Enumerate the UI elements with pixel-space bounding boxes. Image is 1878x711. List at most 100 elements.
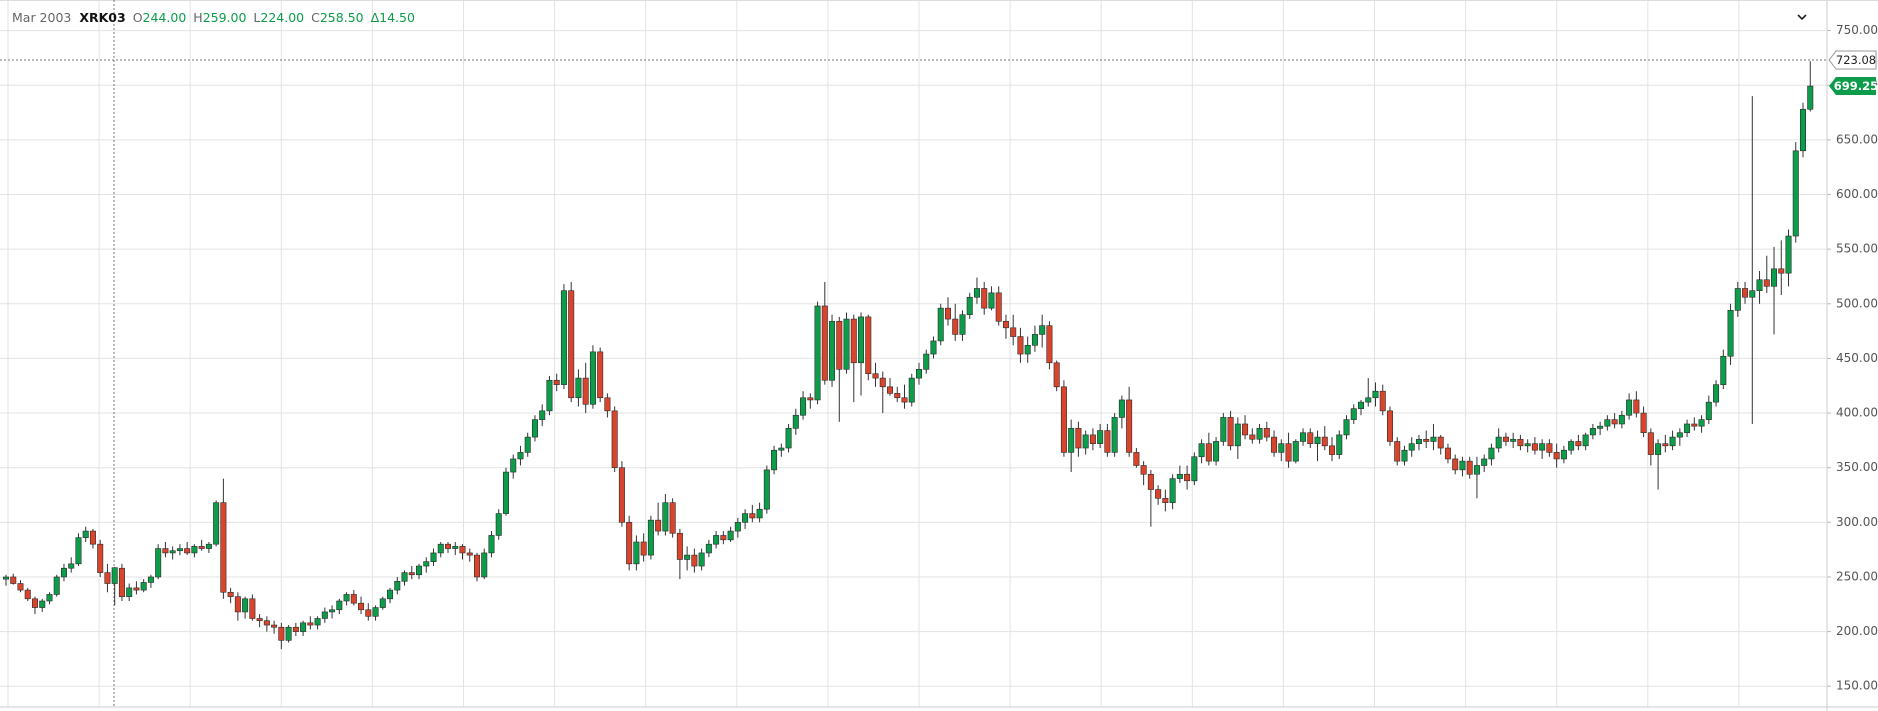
candle-body	[1097, 430, 1104, 444]
candle-body	[1495, 436, 1502, 449]
candle-body	[1756, 279, 1763, 291]
candle-body	[198, 546, 205, 549]
candle-body	[1205, 443, 1212, 462]
candle-body	[89, 530, 96, 545]
candle-body	[466, 552, 473, 556]
candle-body	[771, 449, 778, 471]
candle-body	[952, 318, 959, 335]
candle-body	[1372, 390, 1379, 399]
candle-body	[655, 519, 662, 532]
y-tick-label: 350.00	[1836, 460, 1878, 474]
candle-body	[1517, 438, 1524, 447]
candle-body	[1292, 441, 1299, 462]
candle-body	[1437, 436, 1444, 449]
candle-body	[879, 377, 886, 388]
y-tick-label: 600.00	[1836, 187, 1878, 201]
candle-body	[510, 458, 517, 473]
candle-body	[937, 307, 944, 342]
candle-body	[430, 552, 437, 562]
candle-body	[1133, 452, 1140, 466]
candle-body	[1691, 423, 1698, 427]
candle-body	[191, 546, 198, 554]
candle-body	[1655, 443, 1662, 455]
candle-body	[1684, 423, 1691, 434]
crosshair-price-label: 723.08	[1836, 53, 1876, 67]
candle-body	[53, 576, 60, 595]
candle-body	[1234, 423, 1241, 447]
candle-body	[1713, 384, 1720, 403]
candle-body	[408, 572, 415, 576]
candle-body	[1727, 310, 1734, 357]
candle-body	[734, 522, 741, 532]
candle-body	[749, 513, 756, 519]
legend-key: L	[253, 10, 260, 25]
candle-body	[872, 373, 879, 379]
legend-value: 14.50	[379, 10, 415, 25]
candle-body	[1611, 419, 1618, 425]
candle-body	[1213, 441, 1220, 462]
candle-body	[908, 377, 915, 403]
candle-body	[1336, 434, 1343, 455]
candle-body	[1640, 412, 1647, 434]
candle-body	[582, 377, 589, 405]
candle-body	[1698, 419, 1705, 427]
candle-body	[1401, 449, 1408, 462]
candle-body	[1734, 288, 1741, 311]
candle-body	[1539, 443, 1546, 451]
candle-body	[1017, 336, 1024, 355]
candle-body	[1278, 443, 1285, 453]
candle-body	[1502, 436, 1509, 442]
candle-body	[792, 414, 799, 429]
candle-body	[1488, 447, 1495, 460]
candle-body	[1031, 334, 1038, 346]
candle-body	[1452, 458, 1459, 471]
candle-body	[1039, 325, 1046, 335]
candle-body	[46, 594, 53, 602]
candle-body	[807, 397, 814, 401]
candle-body	[68, 563, 75, 569]
y-tick-label: 750.00	[1836, 23, 1878, 37]
candle-body	[1792, 150, 1799, 237]
candle-body	[633, 541, 640, 565]
legend-value: 258.50	[320, 10, 364, 25]
candle-body	[691, 554, 698, 567]
candle-body	[1749, 290, 1756, 298]
candle-body	[778, 447, 785, 451]
candle-body	[82, 530, 89, 538]
legend-symbol: XRK03	[79, 10, 125, 25]
candle-body	[1104, 430, 1111, 453]
candle-body	[742, 513, 749, 523]
candle-body	[372, 607, 379, 617]
candle-body	[118, 567, 125, 597]
candle-body	[1314, 436, 1321, 444]
legend: Mar 2003 XRK03 O244.00 H259.00 L224.00 C…	[12, 10, 415, 25]
candle-body	[1118, 399, 1125, 418]
candle-body	[1800, 108, 1807, 152]
candle-body	[611, 410, 618, 468]
candle-body	[1068, 428, 1075, 453]
candle-body	[1575, 441, 1582, 447]
candle-body	[1807, 85, 1814, 110]
candle-body	[307, 622, 314, 626]
candle-body	[140, 582, 147, 591]
candle-body	[1379, 390, 1386, 412]
candle-body	[1647, 432, 1654, 455]
candle-body	[300, 622, 307, 632]
candles	[2, 61, 1814, 650]
collapse-chevron[interactable]	[1797, 14, 1807, 21]
candle-body	[155, 548, 162, 578]
candle-body	[176, 548, 183, 552]
candle-body	[445, 543, 452, 549]
candle-body	[1307, 432, 1314, 444]
candle-body	[597, 351, 604, 399]
candle-body	[1046, 325, 1053, 364]
candle-body	[126, 587, 133, 597]
candle-body	[60, 567, 67, 578]
candle-body	[358, 602, 365, 611]
candle-body	[387, 589, 394, 600]
candle-body	[1430, 436, 1437, 442]
candle-body	[568, 290, 575, 399]
candle-body	[727, 530, 734, 541]
y-tick-label: 500.00	[1836, 296, 1878, 310]
candle-body	[234, 596, 241, 613]
